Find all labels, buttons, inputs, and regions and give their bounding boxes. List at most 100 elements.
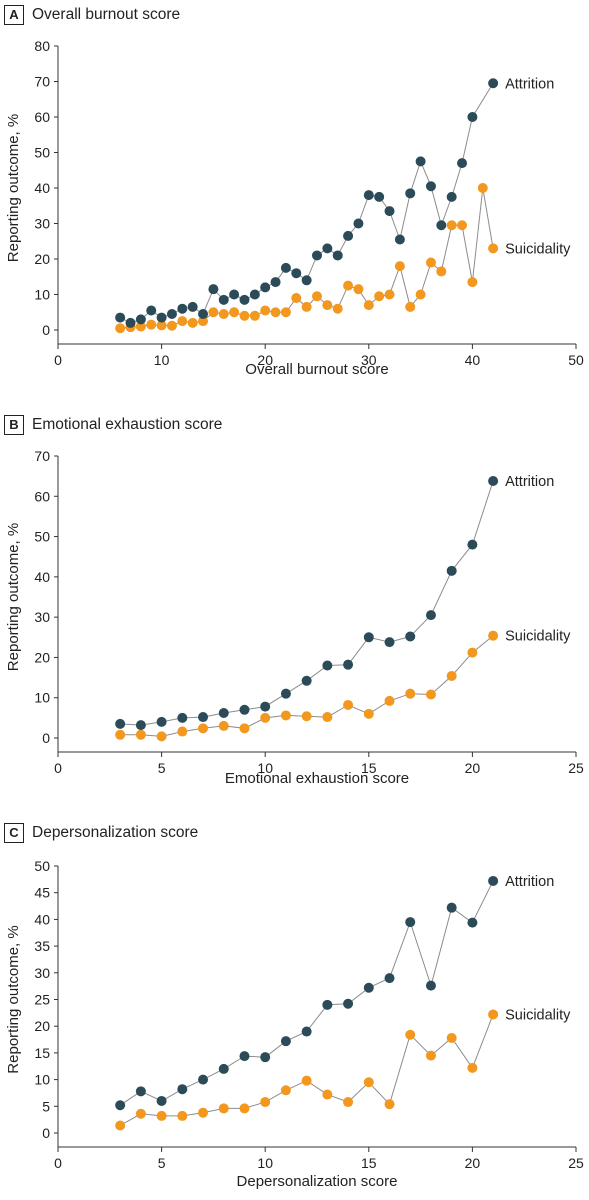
- panel-a-title: Overall burnout score: [32, 6, 181, 23]
- data-point-suicidality: [488, 243, 499, 254]
- data-point-attrition: [198, 1074, 209, 1085]
- data-point-attrition: [405, 188, 416, 199]
- y-tick-label: 25: [34, 992, 50, 1008]
- data-point-suicidality: [405, 688, 416, 699]
- data-point-suicidality: [312, 291, 322, 302]
- data-point-suicidality: [177, 726, 188, 737]
- data-point-suicidality: [229, 307, 240, 318]
- data-point-attrition: [467, 917, 478, 928]
- y-tick-label: 40: [34, 569, 50, 585]
- data-point-suicidality: [446, 670, 457, 681]
- y-tick-label: 45: [34, 885, 50, 901]
- data-point-suicidality: [291, 293, 302, 304]
- data-point-attrition: [280, 262, 291, 273]
- data-point-attrition: [405, 631, 416, 642]
- x-tick-label: 5: [158, 1155, 166, 1171]
- y-axis-label: Reporting outcome, %: [5, 523, 22, 671]
- data-point-suicidality: [260, 305, 271, 316]
- data-point-suicidality: [405, 1029, 416, 1040]
- data-point-suicidality: [280, 1085, 291, 1096]
- x-tick-label: 0: [54, 760, 62, 776]
- data-point-attrition: [177, 1084, 188, 1095]
- x-tick-label: 25: [568, 760, 584, 776]
- data-point-suicidality: [218, 1103, 229, 1114]
- data-point-suicidality: [363, 708, 374, 719]
- data-point-suicidality: [343, 1097, 354, 1108]
- x-tick-label: 20: [465, 760, 481, 776]
- data-point-attrition: [446, 902, 457, 913]
- data-point-attrition: [280, 1036, 291, 1047]
- data-point-suicidality: [301, 711, 312, 722]
- data-point-suicidality: [322, 1089, 333, 1100]
- data-point-attrition: [322, 999, 333, 1010]
- data-point-attrition: [363, 632, 374, 643]
- data-point-suicidality: [156, 1110, 167, 1121]
- series-line-suicidality: [120, 635, 494, 737]
- y-tick-label: 40: [34, 911, 50, 927]
- data-point-suicidality: [198, 316, 209, 327]
- data-point-attrition: [260, 701, 271, 712]
- data-point-attrition: [239, 294, 250, 305]
- panel-b: B Emotional exhaustion score 0 10 20 30 40 50…: [0, 410, 589, 802]
- data-point-suicidality: [239, 1103, 250, 1114]
- x-tick-label: 0: [54, 352, 62, 368]
- data-point-attrition: [166, 309, 177, 320]
- data-point-attrition: [446, 565, 457, 576]
- y-tick-label: 5: [42, 1098, 50, 1114]
- x-axis-label: Depersonalization score: [237, 1173, 398, 1190]
- x-tick-label: 30: [361, 352, 377, 368]
- data-point-suicidality: [187, 317, 198, 328]
- data-point-attrition: [332, 250, 343, 261]
- data-point-suicidality: [260, 712, 271, 723]
- data-point-attrition: [218, 294, 229, 305]
- data-point-suicidality: [115, 323, 126, 334]
- x-axis-label: Emotional exhaustion score: [225, 770, 409, 787]
- data-point-attrition: [312, 250, 322, 261]
- data-point-suicidality: [332, 303, 343, 314]
- chart-b: 0 10 20 30 40 50 60 70 0 5 10 15 20 25 Emotional exhau…: [5, 448, 584, 787]
- data-point-attrition: [135, 720, 146, 731]
- data-point-suicidality: [353, 284, 364, 295]
- x-tick-label: 10: [257, 1155, 273, 1171]
- y-tick-label: 50: [34, 858, 50, 874]
- x-tick-label: 25: [568, 1155, 584, 1171]
- data-point-attrition: [394, 234, 405, 245]
- data-point-attrition: [260, 282, 271, 293]
- data-point-attrition: [363, 190, 374, 201]
- data-point-suicidality: [467, 647, 478, 658]
- panel-c: C Depersonalization score 0 5 10 15 20 25 30 35…: [0, 818, 589, 1200]
- data-point-attrition: [239, 704, 250, 715]
- y-tick-label: 10: [34, 690, 50, 706]
- data-point-attrition: [301, 675, 312, 686]
- data-point-attrition: [260, 1052, 271, 1063]
- data-point-suicidality: [270, 307, 281, 318]
- y-tick-label: 80: [34, 38, 50, 54]
- data-point-suicidality: [415, 289, 426, 300]
- y-tick-label: 30: [34, 609, 50, 625]
- series-line-attrition: [119, 83, 494, 324]
- data-point-suicidality: [177, 316, 188, 327]
- y-axis-label: Reporting outcome, %: [5, 925, 22, 1073]
- chart-c: 0 5 10 15 20 25 30 35 40 45 50 0 5 10 15 20 25 Depersonal…: [5, 858, 584, 1190]
- data-point-suicidality: [135, 729, 146, 740]
- y-tick-label: 60: [34, 488, 50, 504]
- data-point-suicidality: [177, 1110, 188, 1121]
- data-point-attrition: [322, 660, 333, 671]
- data-point-attrition: [280, 688, 291, 699]
- data-point-suicidality: [156, 731, 167, 742]
- data-point-attrition: [425, 610, 436, 621]
- y-tick-label: 30: [34, 216, 50, 232]
- data-point-suicidality: [166, 320, 177, 331]
- data-point-suicidality: [488, 1009, 499, 1020]
- data-point-attrition: [270, 277, 281, 288]
- data-point-suicidality: [384, 695, 395, 706]
- y-tick-label: 50: [34, 529, 50, 545]
- y-tick-label: 20: [34, 251, 50, 267]
- data-point-attrition: [187, 301, 198, 312]
- data-point-suicidality: [322, 300, 333, 311]
- data-point-attrition: [343, 659, 354, 670]
- data-point-suicidality: [488, 630, 499, 641]
- data-point-attrition: [343, 230, 354, 241]
- x-tick-label: 20: [257, 352, 273, 368]
- series-label-suicidality: Suicidality: [505, 629, 571, 645]
